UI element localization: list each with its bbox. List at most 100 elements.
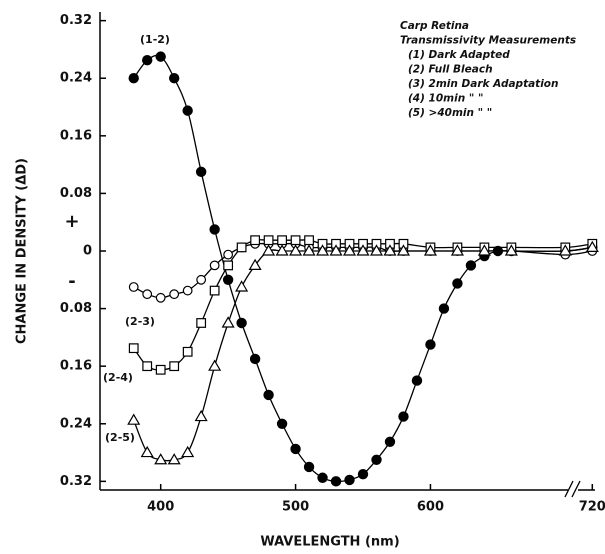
point: [342, 244, 357, 256]
point: [196, 274, 207, 285]
point: [262, 244, 276, 256]
point: [169, 289, 180, 300]
y-tick-label: 0.32: [60, 13, 92, 28]
point: [276, 418, 288, 429]
series-line: [133, 239, 593, 371]
point: [128, 282, 139, 292]
point: [477, 244, 491, 256]
point: [450, 244, 464, 256]
point: [196, 318, 207, 328]
point: [423, 244, 437, 256]
point: [558, 244, 572, 256]
point: [317, 472, 328, 483]
point: [304, 235, 314, 246]
axis-break-gap: [568, 482, 578, 498]
y-tick-label: 0.16: [60, 359, 92, 374]
point: [142, 55, 153, 66]
point: [329, 244, 343, 256]
point: [383, 244, 397, 256]
annotation: +: [64, 211, 79, 232]
annotation: (1-2): [140, 33, 170, 46]
point: [384, 436, 396, 447]
point: [236, 242, 247, 253]
point: [411, 375, 423, 386]
point: [425, 339, 436, 350]
y-tick-label: 0.32: [60, 474, 92, 489]
point: [289, 244, 303, 256]
y-tick-label: 0.08: [60, 186, 92, 201]
point: [398, 411, 409, 422]
point: [452, 278, 463, 289]
point: [330, 476, 342, 487]
point: [263, 235, 274, 246]
point: [371, 454, 382, 465]
point: [357, 468, 369, 480]
y-tick-label: 0: [83, 244, 92, 259]
point: [396, 244, 411, 256]
point: [223, 260, 234, 271]
legend-text: (2) Full Bleach: [408, 64, 493, 76]
axis-break: [571, 480, 581, 498]
point: [221, 316, 235, 328]
point: [302, 244, 316, 256]
y-tick-label: 0.08: [60, 301, 92, 316]
legend-text: Carp Retina: [400, 20, 469, 32]
x-tick-label: 400: [147, 500, 174, 515]
point: [208, 359, 222, 371]
point: [263, 389, 274, 401]
point: [303, 461, 315, 473]
point: [142, 289, 153, 300]
point: [155, 364, 166, 375]
point: [236, 317, 247, 329]
legend-text: Transmissivity Measurements: [400, 35, 576, 47]
point: [316, 244, 330, 256]
annotation: (2-3): [125, 315, 155, 328]
point: [290, 443, 301, 455]
point: [128, 343, 139, 354]
axis-break: [564, 480, 574, 498]
y-tick-label: 0.24: [60, 71, 92, 86]
point: [275, 244, 289, 256]
legend-text: (5) >40min " ": [408, 107, 492, 119]
point: [181, 445, 195, 458]
point: [182, 346, 193, 357]
point: [223, 249, 234, 260]
point: [155, 292, 166, 303]
x-tick-label: 600: [417, 500, 444, 515]
point: [222, 274, 234, 285]
x-axis-title: WAVELENGTH (nm): [260, 535, 399, 550]
point: [369, 244, 384, 256]
y-axis-title: CHANGE IN DENSITY (ΔD): [15, 158, 30, 344]
annotation: (2-4): [103, 371, 133, 384]
point: [140, 445, 154, 458]
point: [142, 361, 153, 372]
point: [154, 453, 168, 465]
annotation: -: [68, 271, 75, 292]
point: [290, 235, 301, 246]
point: [209, 224, 220, 235]
point: [167, 453, 181, 465]
point: [277, 235, 287, 246]
x-tick-label: 500: [282, 500, 309, 515]
point: [492, 245, 504, 257]
x-tick-label: 720: [579, 500, 605, 515]
point: [249, 353, 261, 365]
point: [585, 240, 599, 253]
point: [194, 409, 208, 422]
point: [128, 73, 139, 84]
point: [235, 280, 249, 292]
point: [168, 73, 180, 84]
point: [438, 303, 450, 314]
legend-text: (4) 10min " ": [408, 93, 483, 105]
point: [169, 361, 180, 372]
point: [465, 260, 477, 271]
y-tick-label: 0.24: [60, 416, 92, 431]
point: [209, 260, 220, 271]
point: [344, 474, 355, 486]
point: [182, 285, 193, 296]
point: [127, 413, 141, 425]
y-tick-label: 0.16: [60, 128, 92, 143]
point: [155, 51, 166, 62]
legend-text: (1) Dark Adapted: [408, 49, 510, 61]
